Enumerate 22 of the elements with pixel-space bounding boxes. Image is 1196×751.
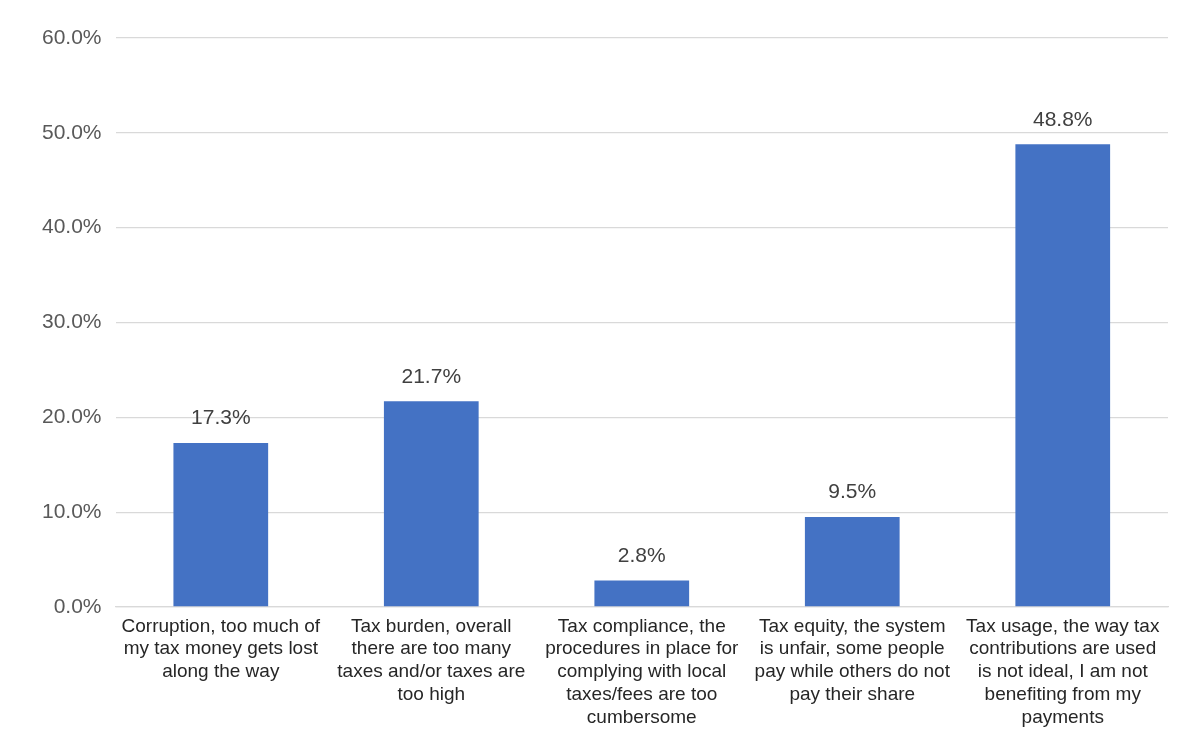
x-tick-label: Corruption, too much of my tax money gets lost along the way [121,614,321,682]
bar [173,442,269,607]
y-tick-label: 20.0% [42,404,102,428]
data-label: 9.5% [828,479,877,503]
y-tick-label: 60.0% [42,24,102,48]
y-tick-label: 30.0% [42,309,102,333]
bar [383,401,479,607]
y-tick-label: 10.0% [42,498,102,522]
data-label: 17.3% [191,405,251,429]
bar [594,580,690,607]
bar [804,516,900,607]
data-label: 21.7% [401,363,462,387]
y-tick-label: 40.0% [42,214,102,238]
y-tick-label: 0.0% [53,593,102,617]
bar [1015,144,1111,607]
y-tick-label: 50.0% [42,119,102,143]
data-label: 48.8% [1032,106,1093,130]
x-tick-label: Tax compliance, the procedures in place for complying with local taxes/fees are too cumbersome [545,614,740,727]
x-tick-label: Tax burden, overall there are too many taxes and/or taxes are too high [337,614,526,705]
data-label: 2.8% [617,542,666,566]
x-tick-label: Tax usage, the way tax contributions are used is not ideal, I am not benefiting from my payments [966,614,1160,727]
x-tick-label: Tax equity, the system is unfair, some people pay while others do not pay their share [754,614,951,705]
